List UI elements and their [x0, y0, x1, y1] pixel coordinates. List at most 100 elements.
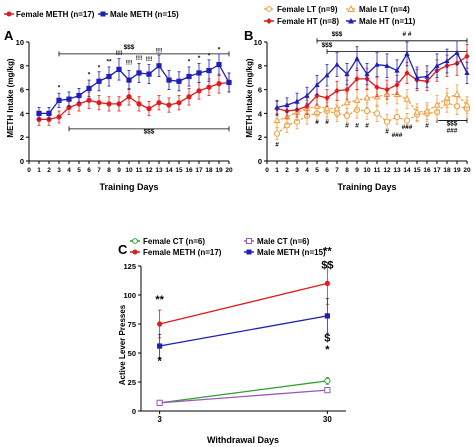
data-point — [363, 93, 371, 101]
data-point — [56, 114, 62, 120]
x-tick-label: 8 — [107, 167, 111, 174]
series-line — [276, 51, 468, 109]
data-point — [157, 321, 163, 327]
legend-marker-female-ht — [266, 18, 272, 24]
data-point — [443, 93, 451, 101]
data-point — [146, 71, 152, 77]
data-point — [216, 81, 222, 87]
data-point — [166, 102, 172, 108]
panel-b: B Female LT (n=9) Male LT (n=4) Female H… — [244, 4, 471, 192]
panel-a-letter: A — [4, 28, 14, 43]
data-point — [304, 92, 310, 98]
significance-label: $$$ — [124, 44, 135, 51]
x-tick-label: 19 — [215, 167, 223, 174]
data-point — [383, 118, 391, 125]
y-tick-label: 6 — [20, 86, 24, 95]
significance-label: !!! — [136, 55, 143, 62]
data-point — [116, 101, 122, 107]
panel-a-legend: Female METH (n=17) Male METH (n=15) — [4, 10, 179, 19]
data-point — [464, 53, 470, 60]
y-tick-label: 8 — [258, 62, 262, 71]
x-tick-label: 2 — [285, 167, 289, 174]
x-tick-label: 13 — [393, 167, 401, 174]
x-tick-label: 7 — [97, 167, 101, 174]
panel-c: C Female CT (n=6) Male CT (n=6) Female M… — [118, 237, 346, 445]
data-point — [196, 70, 202, 76]
data-point — [314, 81, 320, 87]
data-point — [36, 110, 42, 116]
data-point — [354, 75, 360, 82]
significance-label: $$$ — [332, 31, 343, 38]
panel-c-legend: Female CT (n=6) Male CT (n=6) Female MET… — [130, 237, 326, 257]
legend-marker-male-ct — [246, 238, 252, 244]
y-tick-label: 125 — [123, 262, 136, 271]
data-point — [324, 280, 330, 286]
x-tick-label: 3 — [57, 167, 61, 174]
data-point — [324, 72, 330, 78]
data-point — [343, 98, 351, 106]
data-point — [313, 102, 321, 109]
panel-b-letter: B — [244, 28, 253, 43]
data-point — [324, 387, 331, 394]
y-tick-label: 6 — [258, 86, 262, 95]
legend-label: Male HT (n=11) — [359, 17, 416, 26]
data-point — [96, 100, 102, 106]
data-point — [403, 117, 411, 124]
data-point — [294, 98, 300, 104]
data-point — [216, 62, 222, 68]
x-tick-label: 17 — [195, 167, 203, 174]
significance-label: ** — [323, 245, 332, 257]
significance-label: # — [325, 119, 329, 126]
data-point — [444, 57, 450, 64]
x-tick-label: 6 — [325, 167, 329, 174]
data-point — [156, 63, 162, 69]
legend-label: Male CT (n=6) — [257, 237, 310, 246]
data-point — [176, 100, 182, 106]
data-point — [166, 77, 172, 83]
significance-label: # — [345, 123, 349, 130]
data-point — [76, 92, 82, 99]
significance-label: $$$ — [144, 129, 155, 136]
data-point — [393, 113, 401, 121]
significance-label: # — [275, 142, 279, 149]
data-point — [463, 100, 471, 108]
data-point — [464, 69, 470, 76]
data-point — [126, 77, 132, 83]
data-point — [86, 85, 92, 92]
data-point — [354, 55, 360, 61]
data-point — [404, 50, 410, 56]
x-tick-label: 15 — [413, 167, 421, 174]
data-point — [323, 104, 331, 112]
x-tick-label: 16 — [185, 167, 193, 174]
x-tick-label: 12 — [383, 167, 391, 174]
data-point — [394, 67, 400, 73]
data-point — [453, 90, 461, 97]
x-tick-label: 4 — [67, 167, 71, 174]
data-point — [334, 61, 340, 67]
panel-b-ylabel: METH Intake (mg/kg) — [245, 58, 254, 137]
data-point — [374, 61, 380, 67]
data-point — [384, 86, 390, 93]
x-tick-label: 13 — [155, 167, 163, 174]
y-tick-label: 8 — [20, 62, 24, 71]
significance-label: ### — [402, 124, 413, 131]
y-tick-label: 0 — [132, 407, 136, 416]
y-tick-label: 2 — [20, 133, 24, 142]
significance-label: $$ — [321, 259, 333, 271]
x-tick-label: 1 — [37, 167, 41, 174]
data-point — [404, 69, 410, 77]
significance-label: # # — [402, 31, 411, 38]
data-point — [106, 101, 112, 107]
legend-label: Female HT (n=8) — [277, 17, 339, 26]
x-tick-label: 12 — [145, 167, 153, 174]
y-tick-label: 75 — [128, 320, 136, 329]
significance-label: $$$ — [322, 42, 333, 49]
data-point — [434, 62, 440, 68]
data-point — [344, 71, 350, 77]
x-tick-label: 16 — [423, 167, 431, 174]
legend-label: Male METH (n=15) — [257, 248, 326, 257]
x-tick-label: 15 — [175, 167, 183, 174]
data-point — [274, 104, 280, 110]
x-tick-label: 10 — [363, 167, 371, 174]
